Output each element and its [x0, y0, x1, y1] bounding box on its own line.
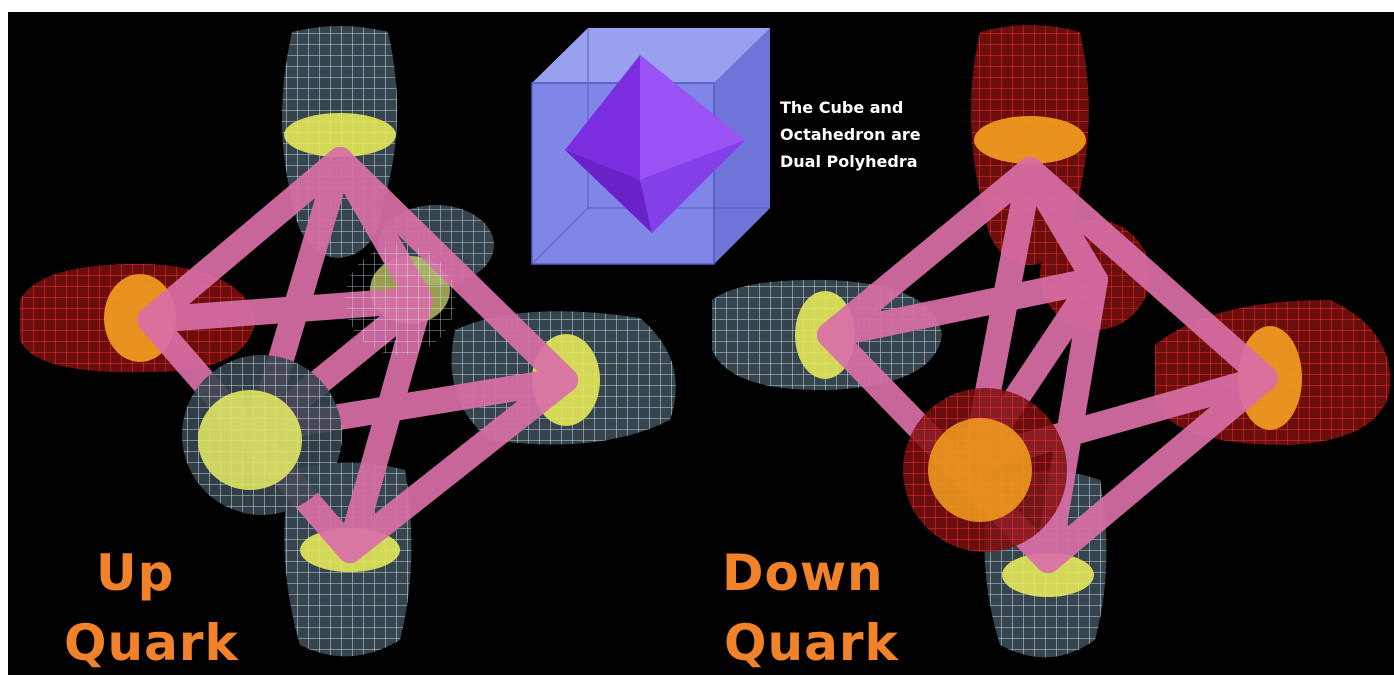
- up-quark-model: [20, 26, 676, 657]
- up-quark-label-line2: Quark: [64, 614, 239, 672]
- cube-octahedron-inset: [531, 28, 770, 265]
- down-quark-model: [712, 25, 1391, 658]
- caption-line: The Cube and: [780, 98, 904, 117]
- caption-line: Octahedron are: [780, 125, 921, 144]
- caption-line: Dual Polyhedra: [780, 152, 918, 171]
- down-quark-label-line1: Down: [722, 544, 884, 602]
- up-front-lobe: [182, 245, 455, 515]
- down-front-lobe: [903, 388, 1067, 552]
- up-quark-label-line1: Up: [96, 544, 175, 602]
- dual-polyhedra-caption: The Cube and Octahedron are Dual Polyhed…: [780, 94, 980, 175]
- down-quark-label-line2: Quark: [724, 614, 899, 672]
